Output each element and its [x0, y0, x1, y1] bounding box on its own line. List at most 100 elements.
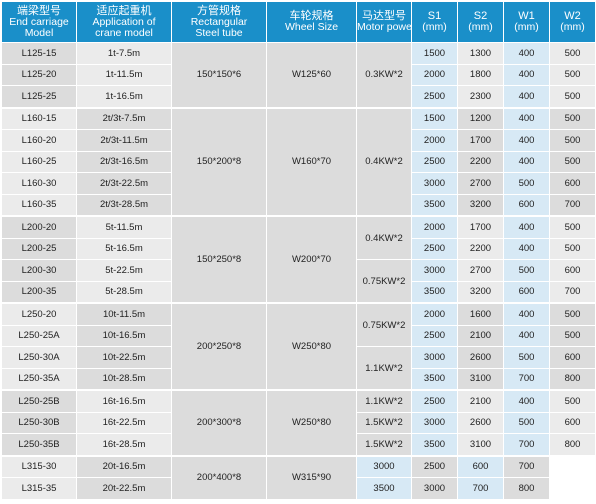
s1-cell: 1500	[411, 42, 458, 65]
s1-cell: 2000	[411, 215, 458, 239]
table-row: L250-25B 16t-16.5m 200*300*8 W250*80 1.1KW*2…	[1, 389, 596, 456]
w2-cell: 500	[549, 106, 596, 130]
application-cell: 5t-28.5m	[76, 280, 172, 304]
w1-cell: 600	[503, 193, 550, 217]
w2-cell: 500	[549, 42, 596, 65]
header-row: 端梁型号 End carriage Model 适应起重机 Application o…	[1, 1, 596, 43]
header-s2: S2 (mm)	[457, 1, 504, 43]
w2-cell: 600	[549, 411, 596, 434]
model-cell: L250-30B	[1, 411, 77, 434]
w1-cell: 600	[503, 280, 550, 304]
application-cell: 2t/3t-28.5m	[76, 193, 172, 217]
w2-cell: 500	[549, 85, 596, 108]
w2-cell: 600	[549, 259, 596, 282]
application-cell: 10t-16.5m	[76, 324, 172, 347]
application-cell: 16t-22.5m	[76, 411, 172, 434]
application-cell: 20t-22.5m	[76, 477, 172, 500]
motor-power-cell: 0.3KW*2	[356, 42, 412, 108]
w2-cell: 500	[549, 389, 596, 413]
s1-cell: 3000	[411, 259, 458, 282]
w2-cell: 800	[549, 433, 596, 456]
s1-cell: 2500	[411, 237, 458, 260]
w1-cell: 500	[503, 346, 550, 369]
w1-cell: 400	[503, 63, 550, 86]
application-cell: 2t/3t-16.5m	[76, 150, 172, 173]
application-cell: 20t-16.5m	[76, 454, 172, 478]
w1-cell: 400	[503, 302, 550, 326]
header-s1: S1 (mm)	[411, 1, 458, 43]
s2-cell: 3100	[457, 367, 504, 391]
motor-power-cell: 0.4KW*2	[356, 106, 412, 217]
table-row: L125-15 1t-7.5m 150*150*6 W125*60 0.3KW*2 150…	[1, 42, 596, 108]
s2-cell: 2200	[457, 237, 504, 260]
s2-cell: 2100	[457, 389, 504, 413]
model-cell: L200-20	[1, 215, 77, 239]
w2-cell: 800	[503, 477, 550, 500]
w1-cell: 500	[503, 411, 550, 434]
tube-spec-cell: 150*150*6	[171, 42, 267, 108]
s1-cell: 3500	[411, 280, 458, 304]
motor-power-cell: 0.75KW*2	[356, 302, 412, 347]
wheel-size-cell: W315*90	[266, 454, 357, 500]
s2-cell: 2200	[457, 150, 504, 173]
header-w1: W1 (mm)	[503, 1, 550, 43]
wheel-size-cell: W250*80	[266, 302, 357, 391]
model-cell: L125-20	[1, 63, 77, 86]
w1-cell: 500	[503, 172, 550, 195]
w2-cell: 700	[549, 280, 596, 304]
w1-cell: 700	[457, 477, 504, 500]
table-row: L315-30 20t-16.5m 200*400*8 W315*90 3000 2500…	[1, 454, 596, 500]
motor-power-cell: 1.5KW*2	[356, 411, 412, 434]
w1-cell: 400	[503, 150, 550, 173]
s2-cell: 1800	[457, 63, 504, 86]
w1-cell: 400	[503, 129, 550, 152]
s1-cell: 2500	[411, 389, 458, 413]
header-application: 适应起重机 Application of crane model	[76, 1, 172, 43]
table-row: L250-30B 16t-22.5m 1.5KW*2 3000 2600 500 600	[1, 411, 596, 434]
table-row: L200-35 5t-28.5m 3500 3200 600 700	[1, 280, 596, 304]
wheel-size-cell: W250*80	[266, 389, 357, 456]
s1-cell: 2500	[411, 85, 458, 108]
w2-cell: 600	[549, 172, 596, 195]
header-motor: 马达型号 Motor power	[356, 1, 412, 43]
model-cell: L250-30A	[1, 346, 77, 369]
s1-cell: 2000	[411, 63, 458, 86]
w1-cell: 400	[503, 389, 550, 413]
application-cell: 10t-28.5m	[76, 367, 172, 391]
table-row: L250-20 10t-11.5m 200*250*8 W250*80 0.75KW*2…	[1, 302, 596, 391]
s1-cell: 2500	[411, 150, 458, 173]
table-row: L250-35B 16t-28.5m 1.5KW*2 3500 3100 700 800	[1, 433, 596, 456]
s1-cell: 3500	[411, 433, 458, 456]
w2-cell: 500	[549, 302, 596, 326]
model-cell: L160-20	[1, 129, 77, 152]
w2-cell: 500	[549, 129, 596, 152]
table-row: L200-20 5t-11.5m 150*250*8 W200*70 0.4KW*2 20…	[1, 215, 596, 304]
motor-power-cell: 1.5KW*2	[356, 433, 412, 456]
s2-cell: 2700	[457, 172, 504, 195]
model-cell: L160-15	[1, 106, 77, 130]
s1-cell: 3000	[411, 172, 458, 195]
application-cell: 16t-28.5m	[76, 433, 172, 456]
s1-cell: 2500	[411, 324, 458, 347]
application-cell: 10t-11.5m	[76, 302, 172, 326]
s1-cell: 2000	[411, 129, 458, 152]
s2-cell: 2100	[457, 324, 504, 347]
model-cell: L250-35B	[1, 433, 77, 456]
s1-cell: 3500	[411, 193, 458, 217]
s2-cell: 3000	[411, 477, 458, 500]
application-cell: 10t-22.5m	[76, 346, 172, 369]
w2-cell: 700	[549, 193, 596, 217]
table-row: L160-20 2t/3t-11.5m 2000 1700 400 500	[1, 129, 596, 152]
table-row: L125-25 1t-16.5m 2500 2300 400 500	[1, 85, 596, 108]
s2-cell: 2600	[457, 411, 504, 434]
table-row: L250-25A 10t-16.5m 2500 2100 400 500	[1, 324, 596, 347]
motor-power-cell: 0.75KW*2	[356, 259, 412, 304]
w1-cell: 700	[503, 433, 550, 456]
motor-power-cell: 1.1KW*2	[356, 389, 412, 413]
s2-cell: 1700	[457, 215, 504, 239]
model-cell: L250-25B	[1, 389, 77, 413]
table-row: L160-30 2t/3t-22.5m 3000 2700 500 600	[1, 172, 596, 195]
s1-cell: 1500	[411, 106, 458, 130]
s2-cell: 1700	[457, 129, 504, 152]
